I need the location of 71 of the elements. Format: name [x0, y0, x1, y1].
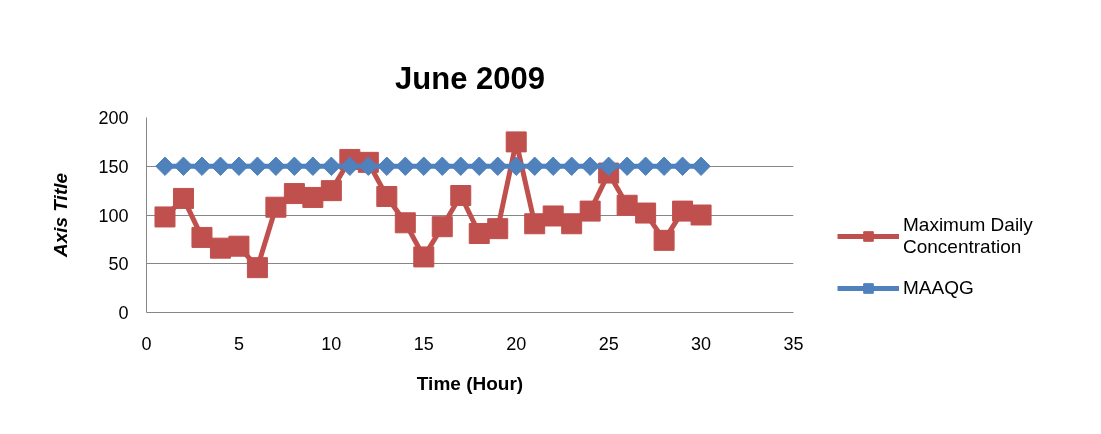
point	[247, 156, 268, 176]
point	[321, 156, 342, 176]
point	[580, 156, 600, 176]
point	[228, 235, 250, 257]
y-tick-label: 150	[98, 156, 129, 177]
point	[542, 205, 564, 227]
point	[690, 204, 712, 226]
point	[340, 156, 360, 176]
point	[451, 156, 471, 176]
legend-label: Maximum Daily Concentration	[903, 214, 1033, 258]
point	[173, 156, 194, 176]
x-tick-label: 35	[783, 333, 804, 354]
point	[210, 156, 231, 176]
point	[450, 185, 472, 206]
point	[266, 156, 286, 176]
point	[320, 180, 342, 202]
point	[616, 194, 638, 216]
point	[414, 156, 434, 176]
point	[302, 186, 324, 208]
x-tick-label: 10	[321, 333, 342, 354]
point	[653, 229, 675, 251]
y-tick-label: 50	[108, 254, 129, 275]
y-tick-label: 100	[98, 205, 129, 226]
point	[246, 257, 268, 279]
x-tick-label: 0	[141, 333, 152, 354]
point	[617, 156, 637, 176]
point	[284, 156, 305, 176]
point	[229, 156, 249, 176]
point	[192, 156, 212, 176]
point	[579, 200, 601, 222]
point	[506, 156, 526, 176]
y-axis-title: Axis Title	[50, 172, 72, 259]
point	[432, 156, 452, 176]
point	[377, 156, 397, 176]
point	[395, 156, 415, 176]
x-axis-title: Time (Hour)	[416, 372, 524, 394]
point	[191, 226, 213, 248]
point	[672, 156, 693, 176]
point	[524, 213, 546, 235]
point	[431, 216, 453, 238]
y-tick-label: 0	[118, 303, 129, 323]
point	[691, 156, 711, 176]
x-tick-label: 20	[506, 333, 527, 354]
x-tick-label: 30	[691, 333, 712, 354]
point	[561, 156, 582, 176]
point	[172, 187, 194, 209]
x-tick-label: 25	[598, 333, 619, 354]
point	[413, 246, 435, 268]
point	[654, 156, 674, 176]
point	[525, 156, 545, 176]
x-tick-label: 15	[413, 333, 434, 354]
point	[561, 213, 583, 235]
point	[155, 156, 175, 176]
point	[154, 206, 176, 228]
y-tick-label: 200	[98, 108, 129, 128]
point	[635, 156, 656, 176]
point	[265, 196, 287, 218]
point	[505, 131, 527, 153]
x-tick-label: 5	[233, 333, 244, 354]
point	[376, 185, 398, 207]
point	[543, 156, 563, 176]
point	[635, 202, 657, 224]
point	[303, 156, 323, 176]
chart-title: June 2009	[395, 60, 545, 96]
point	[487, 218, 509, 240]
point	[469, 156, 489, 176]
legend-label: MAAQG	[903, 277, 974, 299]
point	[394, 212, 416, 234]
point	[358, 156, 379, 176]
point	[488, 156, 508, 176]
point	[598, 156, 619, 176]
